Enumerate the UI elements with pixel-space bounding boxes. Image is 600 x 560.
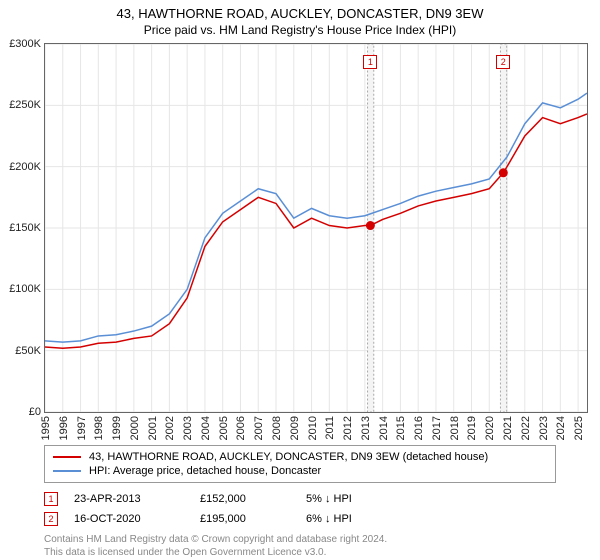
x-tick-label: 2012 bbox=[342, 416, 354, 440]
chart-container: 43, HAWTHORNE ROAD, AUCKLEY, DONCASTER, … bbox=[0, 0, 600, 560]
plot-area: £0£50K£100K£150K£200K£250K£300K199519961… bbox=[44, 43, 588, 413]
footer-line1: Contains HM Land Registry data © Crown c… bbox=[44, 533, 556, 546]
data-row-delta: 6% ↓ HPI bbox=[306, 513, 406, 525]
data-row: 2 16-OCT-2020 £195,000 6% ↓ HPI bbox=[44, 509, 556, 529]
x-tick-label: 2021 bbox=[502, 416, 514, 440]
x-tick-label: 2007 bbox=[253, 416, 265, 440]
legend: 43, HAWTHORNE ROAD, AUCKLEY, DONCASTER, … bbox=[44, 445, 556, 483]
data-row-price: £152,000 bbox=[200, 493, 290, 505]
x-tick-label: 2000 bbox=[129, 416, 141, 440]
chart-marker-2: 2 bbox=[496, 55, 510, 69]
x-tick-label: 2008 bbox=[271, 416, 283, 440]
legend-label: HPI: Average price, detached house, Donc… bbox=[89, 465, 321, 477]
legend-label: 43, HAWTHORNE ROAD, AUCKLEY, DONCASTER, … bbox=[89, 451, 488, 463]
x-tick-label: 1996 bbox=[58, 416, 70, 440]
y-tick-label: £250K bbox=[9, 99, 41, 111]
x-tick-label: 2024 bbox=[555, 416, 567, 440]
x-tick-label: 2023 bbox=[538, 416, 550, 440]
data-row-marker: 2 bbox=[44, 512, 58, 526]
chart-marker-1: 1 bbox=[363, 55, 377, 69]
x-tick-label: 2017 bbox=[431, 416, 443, 440]
legend-row: HPI: Average price, detached house, Donc… bbox=[53, 464, 547, 478]
x-tick-label: 2025 bbox=[573, 416, 585, 440]
x-tick-label: 2015 bbox=[395, 416, 407, 440]
y-tick-label: £200K bbox=[9, 161, 41, 173]
x-tick-label: 2006 bbox=[235, 416, 247, 440]
legend-swatch bbox=[53, 470, 81, 472]
chart-subtitle: Price paid vs. HM Land Registry's House … bbox=[0, 21, 600, 43]
x-tick-label: 1999 bbox=[111, 416, 123, 440]
data-row: 1 23-APR-2013 £152,000 5% ↓ HPI bbox=[44, 489, 556, 509]
y-tick-label: £300K bbox=[9, 38, 41, 50]
data-row-delta: 5% ↓ HPI bbox=[306, 493, 406, 505]
x-tick-label: 2004 bbox=[200, 416, 212, 440]
x-tick-label: 2019 bbox=[466, 416, 478, 440]
footer: Contains HM Land Registry data © Crown c… bbox=[44, 533, 556, 559]
data-row-date: 16-OCT-2020 bbox=[74, 513, 184, 525]
x-tick-label: 2022 bbox=[520, 416, 532, 440]
x-tick-label: 2005 bbox=[218, 416, 230, 440]
x-tick-label: 2010 bbox=[307, 416, 319, 440]
x-tick-label: 1998 bbox=[93, 416, 105, 440]
x-tick-label: 2001 bbox=[147, 416, 159, 440]
y-tick-label: £50K bbox=[15, 345, 41, 357]
x-tick-label: 2020 bbox=[484, 416, 496, 440]
data-table: 1 23-APR-2013 £152,000 5% ↓ HPI 2 16-OCT-2020… bbox=[44, 489, 556, 529]
footer-line2: This data is licensed under the Open Gov… bbox=[44, 546, 556, 559]
x-tick-label: 1997 bbox=[76, 416, 88, 440]
data-row-date: 23-APR-2013 bbox=[74, 493, 184, 505]
legend-row: 43, HAWTHORNE ROAD, AUCKLEY, DONCASTER, … bbox=[53, 450, 547, 464]
data-row-price: £195,000 bbox=[200, 513, 290, 525]
x-tick-label: 2002 bbox=[164, 416, 176, 440]
x-tick-label: 2011 bbox=[324, 416, 336, 440]
x-tick-label: 2014 bbox=[378, 416, 390, 440]
y-tick-label: £100K bbox=[9, 283, 41, 295]
x-tick-label: 2003 bbox=[182, 416, 194, 440]
chart-title: 43, HAWTHORNE ROAD, AUCKLEY, DONCASTER, … bbox=[0, 0, 600, 21]
legend-swatch bbox=[53, 456, 81, 458]
y-tick-label: £150K bbox=[9, 222, 41, 234]
x-tick-label: 2018 bbox=[449, 416, 461, 440]
x-tick-label: 2013 bbox=[360, 416, 372, 440]
x-tick-label: 2016 bbox=[413, 416, 425, 440]
x-tick-label: 2009 bbox=[289, 416, 301, 440]
data-row-marker: 1 bbox=[44, 492, 58, 506]
x-tick-label: 1995 bbox=[40, 416, 52, 440]
